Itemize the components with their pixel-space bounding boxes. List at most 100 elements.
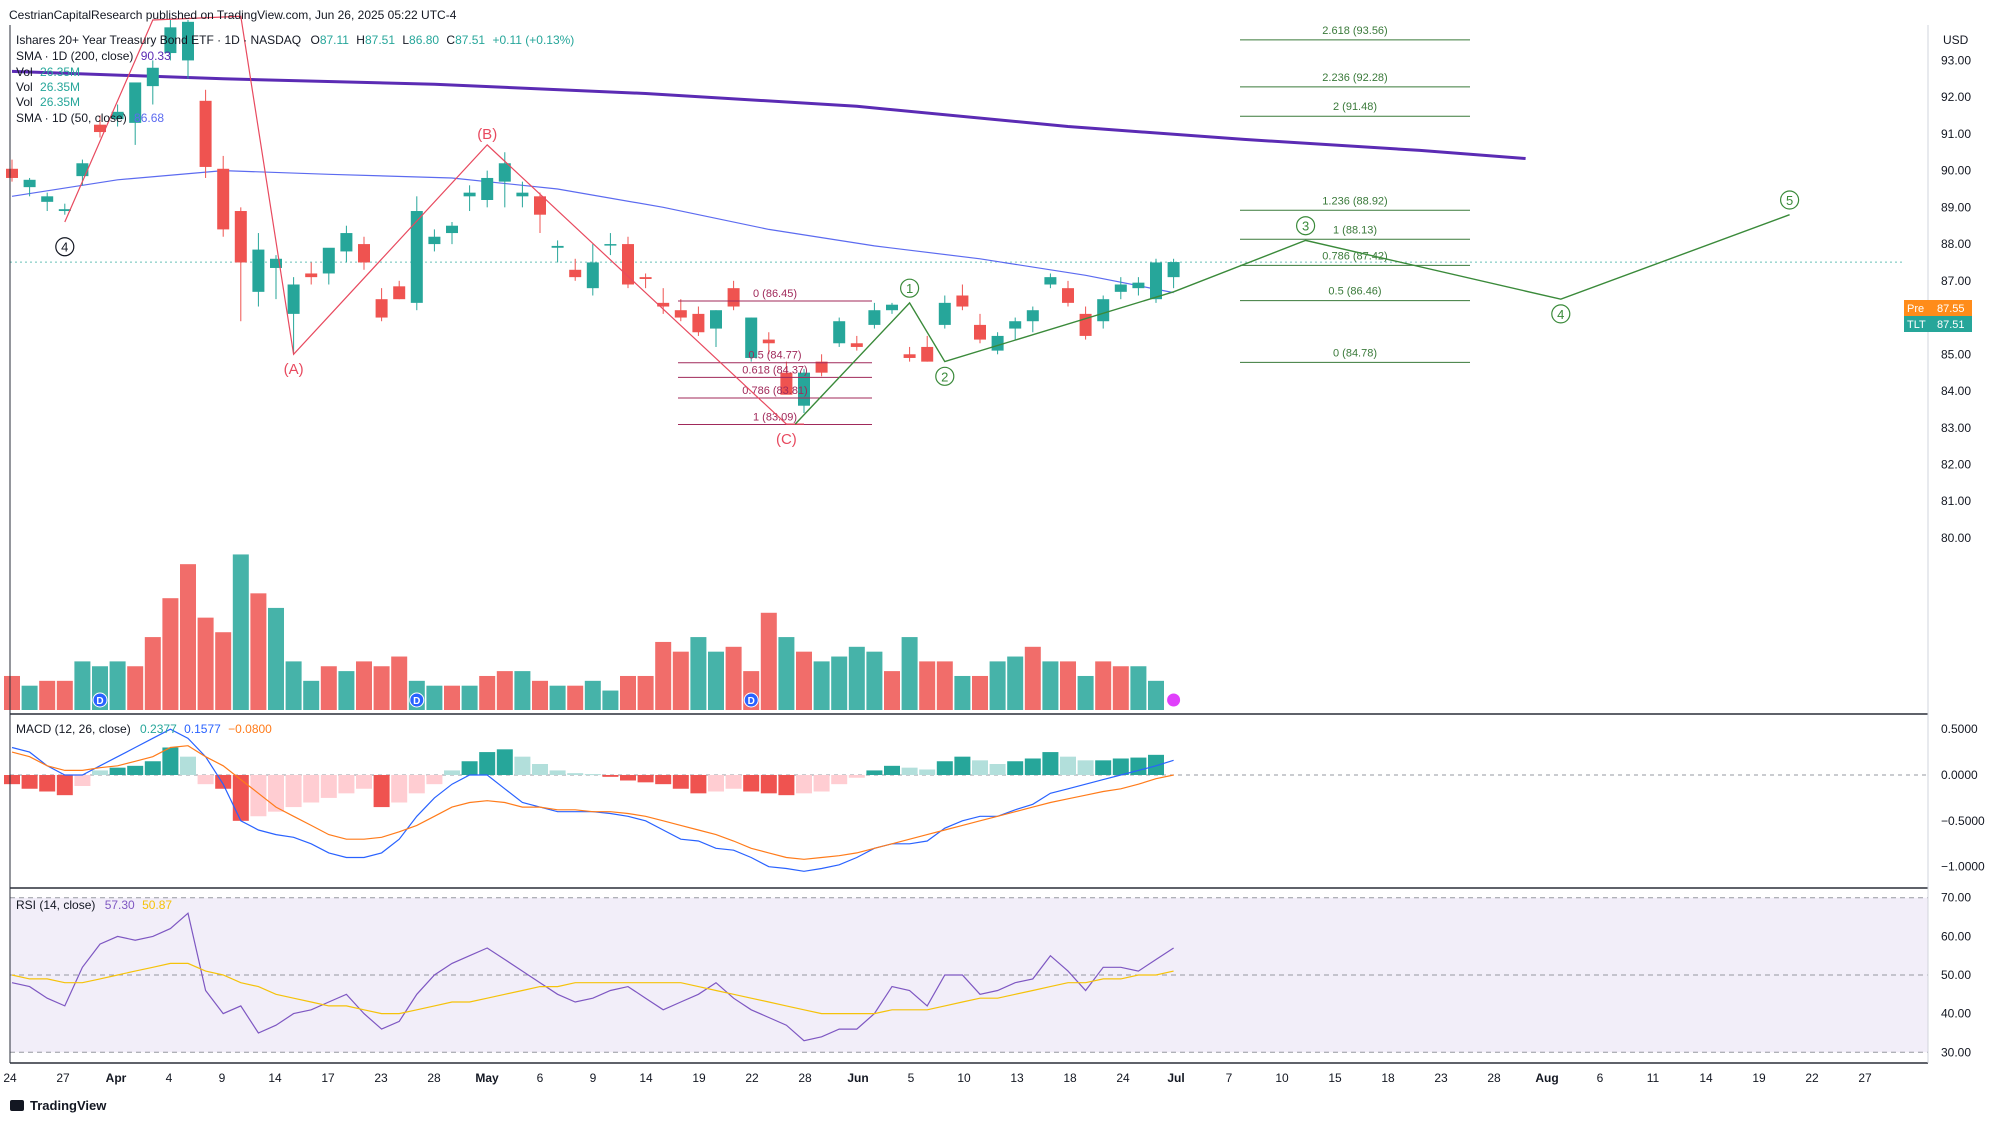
price-tick-label: 83.00 [1941, 421, 1971, 435]
candle-body [956, 295, 969, 307]
ohlc-close: 87.51 [455, 33, 485, 47]
candle [446, 222, 458, 245]
price-tick-label: 81.00 [1941, 494, 1971, 508]
projection-wave-circle [935, 366, 955, 386]
macd-histogram-bar [180, 756, 196, 775]
macd-histogram-bar [1060, 756, 1076, 775]
fib-retracement-label: 0.786 (83.81) [742, 385, 807, 397]
candle-body [252, 249, 265, 292]
volume-bar [356, 661, 372, 710]
candle-body [604, 244, 617, 246]
candle [41, 192, 54, 212]
time-tick-label: 5 [908, 1071, 915, 1085]
candle [798, 368, 810, 414]
macd-histogram-bar [831, 775, 848, 785]
volume-bar [144, 637, 161, 710]
candle [569, 258, 582, 281]
volume-bar [584, 680, 601, 710]
candle-body [217, 168, 230, 230]
volume-bar [162, 598, 179, 710]
candle-body [41, 196, 54, 202]
volume-bar [901, 637, 918, 710]
time-tick-label: 18 [1381, 1071, 1395, 1085]
candle-body [410, 211, 423, 303]
candle [23, 177, 36, 197]
candle-body [833, 321, 846, 344]
candle [622, 236, 634, 289]
time-tick-label: 18 [1063, 1071, 1077, 1085]
earnings-flash-icon [1166, 692, 1182, 708]
candle-body [657, 302, 670, 307]
candle-body [850, 343, 863, 347]
candle [375, 288, 388, 322]
time-tick-label: 22 [745, 1071, 759, 1085]
macd-tick-label: −0.5000 [1941, 814, 1985, 828]
candle-body [692, 313, 705, 333]
volume-bar [813, 661, 830, 710]
macd-histogram-bar [373, 775, 390, 808]
volume-bar [4, 675, 20, 710]
time-tick-label: Apr [106, 1071, 127, 1085]
candle [516, 181, 529, 208]
time-tick-label: 22 [1805, 1071, 1819, 1085]
candle-body [428, 236, 441, 245]
volume-bar [760, 612, 777, 710]
sma50-legend: SMA · 1D (50, close) 86.68 [16, 111, 164, 125]
candle-body [798, 372, 810, 406]
macd-histogram-bar [1007, 761, 1024, 775]
ohlc-c-label: C [446, 33, 455, 47]
volume-bar [1077, 675, 1094, 710]
time-tick-label: 4 [166, 1071, 173, 1085]
volume-bar [620, 675, 636, 710]
dividend-marker-label: D [413, 696, 420, 707]
macd-legend: MACD (12, 26, close) 0.2377 0.1577 −0.08… [16, 722, 272, 736]
macd-tick-label: 0.5000 [1941, 722, 1978, 736]
macd-histogram-bar [936, 761, 953, 775]
candle [1097, 295, 1110, 329]
price-tick-label: 91.00 [1941, 127, 1971, 141]
volume-bar [1130, 666, 1147, 710]
candle [604, 233, 617, 256]
macd-histogram-bar [408, 775, 425, 794]
fib-retracement-label: 0.618 (84.37) [742, 364, 807, 376]
time-tick-label: 6 [1597, 1071, 1604, 1085]
candle-body [551, 245, 564, 248]
volume-bar [796, 651, 812, 710]
volume-bar [972, 675, 988, 710]
abc-wave-label: (A) [284, 361, 304, 378]
candle [287, 277, 300, 355]
macd-histogram-bar [690, 775, 707, 794]
candle-body [727, 288, 740, 307]
candle-body [516, 192, 529, 197]
tradingview-logo-text: TradingView [30, 1098, 107, 1113]
dividend-marker [92, 692, 108, 708]
macd-histogram-bar [127, 765, 144, 775]
ohlc-open: 87.11 [320, 33, 349, 47]
ohlc-l-label: L [402, 33, 409, 47]
pre-badge-value: 87.55 [1937, 303, 1965, 315]
candle-body [1026, 310, 1039, 322]
candle-body [129, 82, 142, 123]
wave4-circle [55, 237, 75, 257]
candle [938, 295, 951, 329]
time-tick-label: 27 [56, 1071, 70, 1085]
volume-bar [461, 685, 478, 710]
candle-body [710, 310, 722, 329]
candle-body [886, 304, 898, 311]
candle [305, 262, 318, 285]
volume-bar [549, 685, 566, 710]
tradingview-logo[interactable]: TradingView [10, 1098, 107, 1113]
vol-legend-1-value: 26.35M [40, 65, 80, 79]
sma200-legend-value: 90.33 [141, 49, 171, 63]
volume-bar [602, 690, 619, 710]
vol-legend-2-value: 26.35M [40, 80, 80, 94]
macd-histogram-bar [1095, 760, 1112, 775]
volume-bar [831, 656, 848, 710]
candle [94, 115, 106, 138]
volume-bar [567, 685, 584, 710]
candle-body [498, 163, 511, 182]
macd-histogram-bar [144, 761, 161, 775]
volume-bar [391, 656, 408, 710]
candle-body [1097, 299, 1110, 322]
